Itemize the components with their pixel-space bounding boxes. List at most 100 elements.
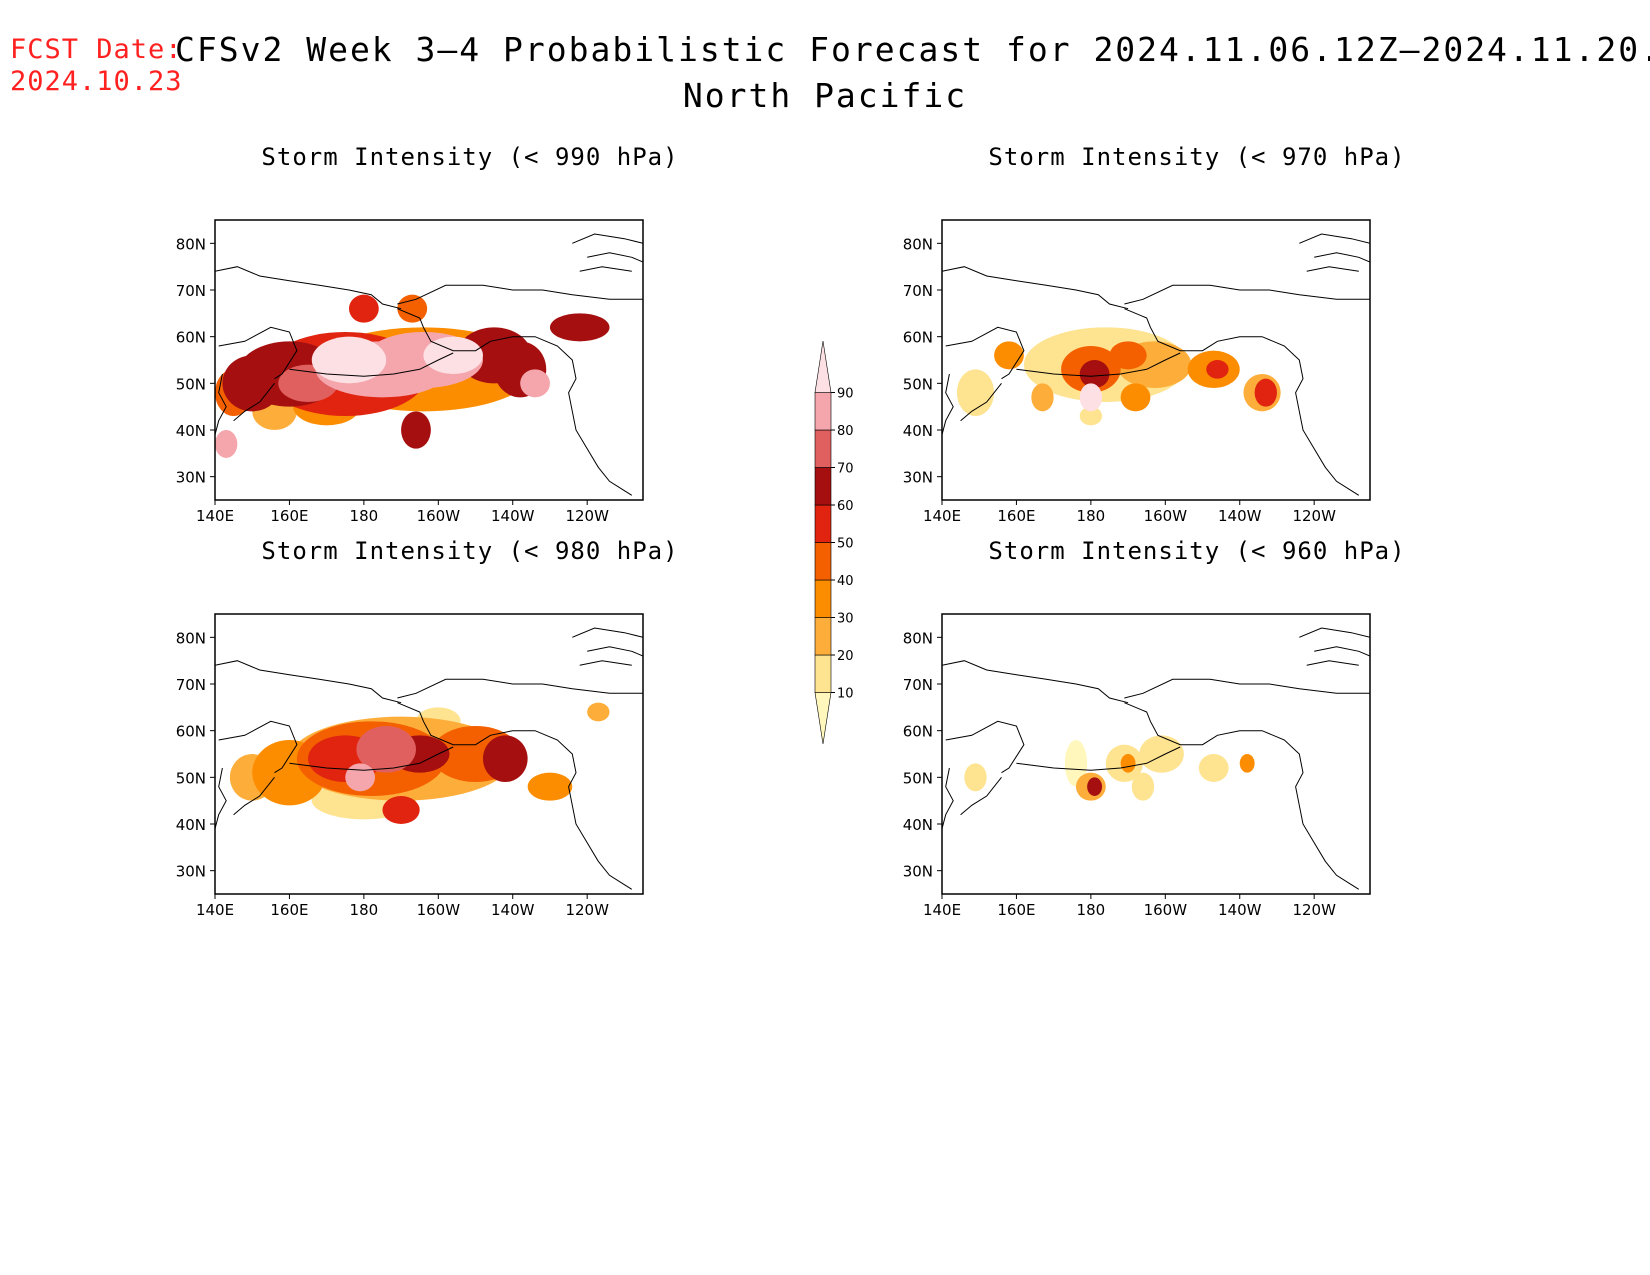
main-title: CFSv2 Week 3–4 Probabilistic Forecast fo… [175, 30, 1650, 69]
colorbar-segment [814, 692, 832, 745]
lat-tick-label: 80N [176, 235, 206, 253]
probability-patch [1064, 740, 1088, 787]
colorbar-label: 60 [837, 499, 854, 514]
colorbar-segment [814, 392, 832, 431]
lon-tick-label: 160W [1144, 901, 1188, 919]
probability-patch [222, 355, 282, 412]
coastline [289, 352, 454, 377]
panel-960hpa: Storm Intensity (< 960 hPa) 80N 70N 60N 50N… [847, 537, 1547, 947]
lat-tick-label: 60N [176, 723, 206, 741]
probability-patch [345, 763, 376, 792]
map-frame [941, 613, 1371, 895]
lat-tick-label: 50N [903, 769, 933, 787]
probability-patch [956, 369, 995, 416]
coastline [1299, 627, 1370, 638]
lon-tick-label: 140E [923, 507, 961, 525]
panel-970hpa: Storm Intensity (< 970 hPa) 80N 70N 60N 50N… [847, 143, 1547, 553]
coastline [218, 326, 298, 380]
colorbar-segment [814, 467, 832, 506]
colorbar-label: 10 [837, 687, 854, 702]
colorbar-segment [814, 429, 832, 468]
lat-tick-label: 70N [903, 282, 933, 300]
lon-tick-label: 160E [997, 901, 1035, 919]
coastline [1314, 252, 1370, 263]
probability-patch [382, 796, 420, 824]
colorbar-segment [814, 542, 832, 581]
probability-patch [397, 294, 428, 323]
lat-tick-label: 30N [176, 469, 206, 487]
probability-patch [549, 313, 610, 342]
lat-tick-label: 80N [903, 629, 933, 647]
probability-patch [1120, 754, 1136, 773]
probability-patch [1087, 777, 1103, 796]
lat-tick-label: 40N [903, 422, 933, 440]
probability-patch [1198, 754, 1229, 782]
probability-patch [348, 294, 379, 323]
coastline [1124, 308, 1360, 496]
colorbar-segment [814, 579, 832, 618]
lon-tick-label: 160W [417, 901, 461, 919]
coastline [572, 233, 643, 244]
coastline [397, 308, 633, 496]
lon-tick-label: 160W [417, 507, 461, 525]
lon-tick-label: 180 [1077, 901, 1106, 919]
coastline [579, 660, 632, 666]
probability-patch [401, 411, 431, 449]
lat-tick-label: 30N [176, 863, 206, 881]
panel-title: Storm Intensity (< 960 hPa) [988, 537, 1406, 565]
lat-tick-label: 60N [176, 329, 206, 347]
lon-tick-label: 160E [270, 901, 308, 919]
map-960hpa: 80N 70N 60N 50N 40N 30N 140E 160E 180 160W 140W 120… [903, 613, 1371, 919]
colorbar-label: 20 [837, 649, 854, 664]
lon-tick-label: 140W [1218, 901, 1262, 919]
coastline [960, 382, 1002, 422]
colorbar-label: 30 [837, 612, 854, 627]
probability-patch [356, 726, 416, 773]
probability-field [956, 327, 1281, 426]
lon-tick-label: 140E [923, 901, 961, 919]
colorbar-label: 40 [837, 574, 854, 589]
coastline [215, 266, 402, 310]
lat-tick-label: 70N [903, 676, 933, 694]
region-subtitle: North Pacific [682, 76, 968, 115]
probability-patch [1254, 378, 1277, 407]
coastline [215, 660, 402, 704]
lon-tick-label: 160E [997, 507, 1035, 525]
coastline [215, 767, 227, 848]
coastline [942, 660, 1129, 704]
colorbar-legend: 10 20 30 40 50 60 70 80 90 [814, 340, 854, 745]
lat-tick-label: 70N [176, 676, 206, 694]
lon-tick-label: 140E [196, 507, 234, 525]
panel-990hpa: Storm Intensity (< 990 hPa) 80N 70N 60N 50N… [120, 143, 820, 553]
lon-tick-label: 140E [196, 901, 234, 919]
lat-tick-label: 40N [903, 816, 933, 834]
probability-patch [994, 341, 1024, 370]
probability-patch [1079, 406, 1103, 426]
colorbar-segment [814, 504, 832, 543]
coastline [942, 266, 1129, 310]
forecast-date-label: FCST Date: [10, 34, 183, 65]
coastline [1299, 233, 1370, 244]
lat-tick-label: 80N [903, 235, 933, 253]
map-frame [214, 219, 644, 501]
panel-980hpa: Storm Intensity (< 980 hPa) 80N 70N 60N 50N… [120, 537, 820, 947]
probability-patch [423, 336, 483, 374]
lat-tick-label: 30N [903, 863, 933, 881]
panel-title: Storm Intensity (< 990 hPa) [261, 143, 679, 171]
coastline [1306, 266, 1359, 272]
coastline [1306, 660, 1359, 666]
coastlines [942, 627, 1370, 890]
probability-patch [482, 735, 528, 782]
probability-patch [1206, 360, 1229, 379]
colorbar-label: 70 [837, 462, 854, 477]
coastline [1124, 702, 1360, 890]
coastline [960, 776, 1002, 816]
lat-tick-label: 50N [903, 375, 933, 393]
lon-tick-label: 160E [270, 507, 308, 525]
coastline [572, 627, 643, 638]
coastline [1124, 284, 1370, 305]
probability-patch [215, 430, 238, 458]
lat-tick-label: 60N [903, 329, 933, 347]
coastline [945, 326, 1025, 380]
coastline [233, 382, 275, 422]
